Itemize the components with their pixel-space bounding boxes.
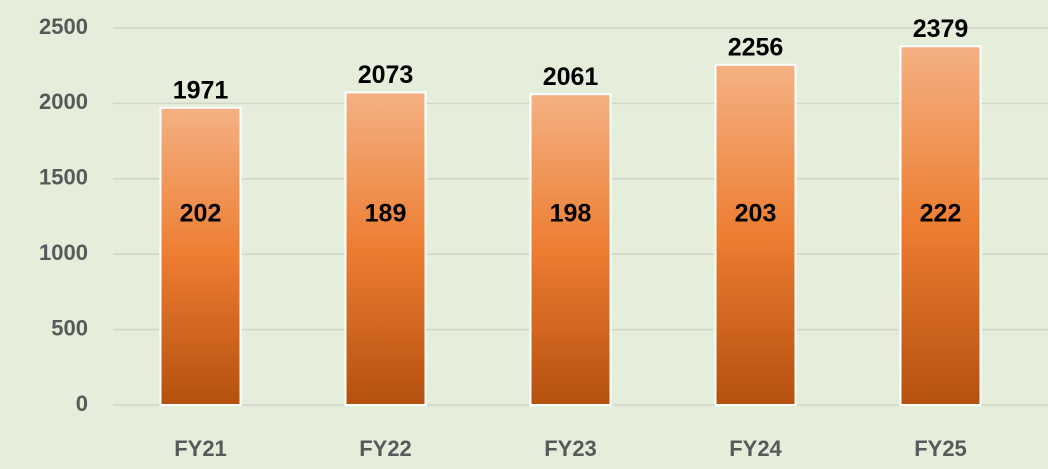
value-label: 2073 bbox=[358, 61, 414, 89]
bar bbox=[529, 93, 612, 406]
y-tick-label: 0 bbox=[76, 391, 88, 416]
x-tick-label: FY24 bbox=[729, 436, 782, 461]
x-tick-label: FY23 bbox=[544, 436, 597, 461]
value-label: 2061 bbox=[543, 63, 599, 91]
bar bbox=[899, 45, 982, 407]
x-tick-label: FY25 bbox=[914, 436, 967, 461]
inner-label: 202 bbox=[180, 200, 222, 228]
y-tick-label: 1000 bbox=[39, 240, 88, 265]
x-tick-label: FY21 bbox=[174, 436, 227, 461]
value-label: 2379 bbox=[913, 15, 969, 43]
bar bbox=[344, 91, 427, 406]
bar bbox=[159, 106, 242, 407]
y-tick-label: 1500 bbox=[39, 165, 88, 190]
y-tick-label: 500 bbox=[51, 315, 88, 340]
inner-label: 222 bbox=[920, 200, 962, 228]
value-label: 1971 bbox=[173, 76, 229, 104]
inner-label: 198 bbox=[550, 200, 592, 228]
inner-label: 189 bbox=[365, 200, 407, 228]
inner-label: 203 bbox=[735, 200, 777, 228]
y-tick-label: 2500 bbox=[39, 14, 88, 39]
value-label: 2256 bbox=[728, 33, 784, 61]
x-tick-label: FY22 bbox=[359, 436, 412, 461]
y-tick-label: 2000 bbox=[39, 89, 88, 114]
bar bbox=[714, 63, 797, 406]
